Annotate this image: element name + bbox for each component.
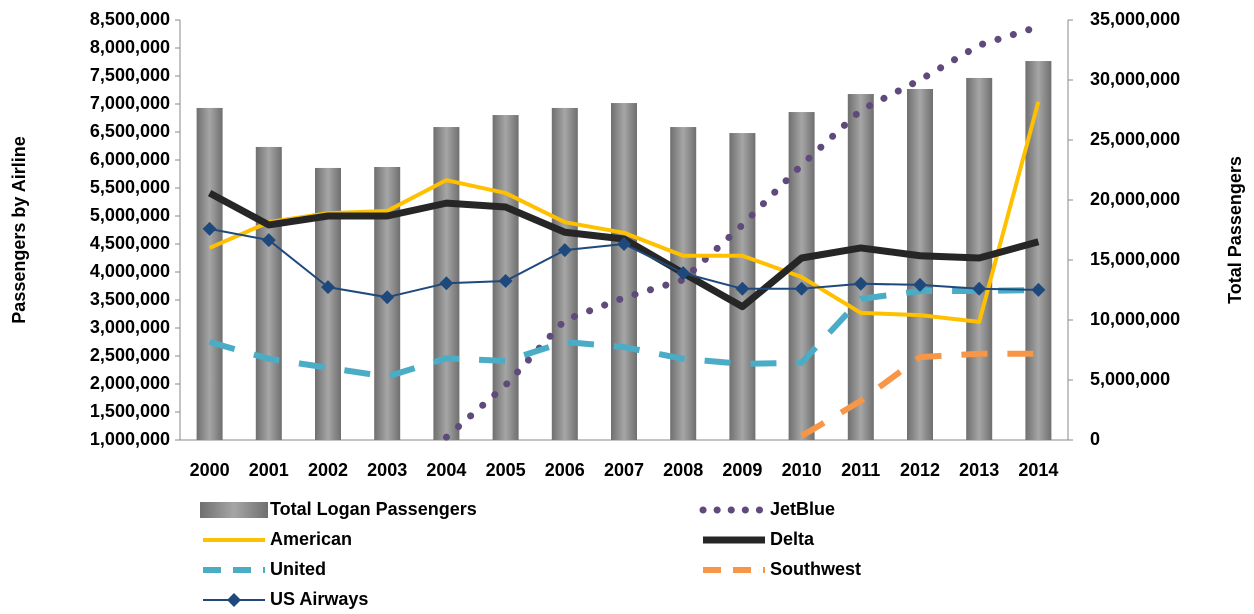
- x-tick-label: 2010: [782, 460, 822, 480]
- y2-tick-label: 0: [1090, 429, 1100, 449]
- x-tick-label: 2000: [190, 460, 230, 480]
- y2-tick-label: 35,000,000: [1090, 9, 1180, 29]
- legend-label: JetBlue: [770, 499, 835, 519]
- y-tick-label: 6,500,000: [90, 121, 170, 141]
- legend-swatch: [200, 502, 268, 518]
- x-tick-label: 2011: [841, 460, 880, 480]
- x-tick-label: 2001: [249, 460, 289, 480]
- line: [208, 101, 1041, 324]
- y-tick-label: 7,500,000: [90, 65, 170, 85]
- marker: [972, 281, 987, 296]
- marker: [853, 276, 868, 291]
- x-tick-label: 2009: [722, 460, 762, 480]
- y2-tick-label: 20,000,000: [1090, 189, 1180, 209]
- bar: [196, 107, 223, 441]
- marker: [676, 266, 691, 281]
- marker: [913, 277, 927, 292]
- line: [800, 350, 1039, 439]
- y-tick-label: 8,500,000: [90, 9, 170, 29]
- y-tick-label: 4,000,000: [90, 261, 170, 281]
- y-tick-label: 6,000,000: [90, 149, 170, 169]
- x-tick-label: 2008: [663, 460, 703, 480]
- y2-tick-label: 5,000,000: [1090, 369, 1170, 389]
- marker: [261, 233, 276, 248]
- y2-tick-label: 15,000,000: [1090, 249, 1180, 269]
- bar: [670, 127, 697, 440]
- x-tick-label: 2013: [959, 460, 999, 480]
- legend-label: US Airways: [270, 589, 368, 609]
- y-tick-label: 2,000,000: [90, 373, 170, 393]
- x-tick-label: 2007: [604, 460, 644, 480]
- marker: [439, 276, 454, 291]
- x-tick-label: 2012: [900, 460, 940, 480]
- marker: [202, 221, 217, 236]
- y-tick-label: 3,500,000: [90, 289, 170, 309]
- bar: [611, 103, 637, 440]
- legend-label: United: [270, 559, 326, 579]
- x-tick-label: 2006: [545, 460, 585, 480]
- x-tick-label: 2004: [426, 460, 466, 480]
- line: [208, 286, 1039, 380]
- x-tick-label: 2003: [367, 460, 407, 480]
- marker: [321, 280, 335, 295]
- bar: [1025, 61, 1052, 440]
- legend-label: Total Logan Passengers: [270, 499, 477, 519]
- y-tick-label: 1,500,000: [90, 401, 170, 421]
- legend-label: American: [270, 529, 352, 549]
- y-tick-label: 7,000,000: [90, 93, 170, 113]
- y2-tick-label: 30,000,000: [1090, 69, 1180, 89]
- x-tick-label: 2002: [308, 460, 348, 480]
- y-tick-label: 4,500,000: [90, 233, 170, 253]
- y-tick-label: 8,000,000: [90, 37, 170, 57]
- marker: [735, 281, 750, 296]
- y2-axis-label: Total Passengers: [1225, 156, 1245, 304]
- marker: [380, 290, 395, 305]
- y-tick-label: 3,000,000: [90, 317, 170, 337]
- y2-tick-label: 25,000,000: [1090, 129, 1180, 149]
- bar: [847, 94, 874, 440]
- y2-tick-label: 10,000,000: [1090, 309, 1180, 329]
- x-tick-label: 2005: [486, 460, 526, 480]
- x-tick-label: 2014: [1018, 460, 1058, 480]
- y-axis-label: Passengers by Airline: [9, 136, 29, 323]
- bar: [315, 167, 341, 440]
- bar: [255, 146, 282, 440]
- legend-marker: [227, 593, 241, 607]
- marker: [794, 281, 809, 296]
- bar: [907, 89, 933, 440]
- marker: [498, 273, 513, 288]
- line: [442, 23, 1042, 441]
- y-tick-label: 2,500,000: [90, 345, 170, 365]
- y-tick-label: 5,500,000: [90, 177, 170, 197]
- marker: [617, 237, 631, 251]
- legend-label: Southwest: [770, 559, 861, 579]
- marker: [1031, 282, 1046, 297]
- marker: [557, 243, 572, 258]
- legend-label: Delta: [770, 529, 815, 549]
- y-tick-label: 5,000,000: [90, 205, 170, 225]
- bar: [551, 107, 578, 441]
- y-tick-label: 1,000,000: [90, 429, 170, 449]
